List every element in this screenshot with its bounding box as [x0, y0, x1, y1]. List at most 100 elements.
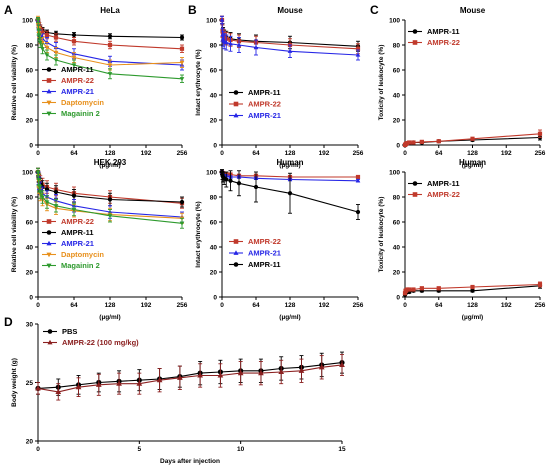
legend-marker: [233, 250, 239, 255]
y-tick-label: 40: [26, 244, 34, 251]
series-ampr-21: [219, 15, 361, 61]
x-tick-label: 256: [353, 302, 364, 309]
legend: AMPR-11 AMPR-22: [408, 179, 460, 199]
data-point: [436, 139, 441, 144]
legend-marker: [46, 111, 52, 117]
chart-title: HeLa: [100, 6, 120, 15]
data-point: [219, 17, 225, 22]
data-point: [411, 287, 416, 292]
legend-marker: [46, 230, 52, 235]
data-point: [405, 287, 410, 292]
legend-label: AMPR-21: [248, 249, 281, 258]
y-tick-label: 80: [393, 194, 401, 201]
data-point: [470, 288, 475, 293]
data-point: [53, 204, 59, 209]
data-point: [40, 195, 45, 200]
legend-label: Daptomycin: [61, 98, 104, 107]
data-point: [355, 178, 361, 183]
legend-label: AMPR-21: [61, 87, 94, 96]
legend-marker: [412, 40, 418, 45]
data-point: [35, 18, 41, 23]
chart-b1: Mouse 0 64 128 192 256 0 20 40 60 80 100 (µg/ml) Inta…: [195, 6, 364, 169]
data-point: [298, 367, 305, 373]
y-tick-label: 20: [26, 117, 34, 124]
y-tick-label: 80: [393, 42, 401, 49]
data-point: [355, 209, 361, 215]
data-point: [253, 184, 259, 190]
y-tick-label: 80: [210, 194, 218, 201]
x-tick-label: 64: [435, 150, 443, 157]
x-tick-label: 64: [70, 302, 78, 309]
data-point: [228, 178, 233, 183]
series-ampr-11: [219, 169, 361, 220]
x-axis-label: (µg/ml): [99, 314, 120, 321]
data-point: [411, 140, 416, 145]
y-tick-label: 80: [26, 194, 34, 201]
data-point: [37, 190, 43, 195]
x-tick-label: 192: [501, 302, 512, 309]
chart-title: HEK 293: [94, 158, 127, 167]
panel-label-d: D: [4, 315, 13, 329]
data-point: [407, 287, 412, 292]
data-point: [339, 361, 345, 368]
x-tick-label: 64: [435, 302, 443, 309]
data-point: [179, 60, 185, 66]
data-point: [35, 170, 41, 175]
data-point: [136, 380, 143, 386]
y-tick-label: 80: [26, 42, 34, 49]
y-tick-label: 20: [393, 117, 401, 124]
data-point: [236, 42, 242, 47]
y-tick-label: 0: [396, 142, 400, 149]
x-axis-label: (µg/ml): [99, 162, 120, 169]
x-tick-label: 192: [141, 150, 152, 157]
legend-marker: [46, 252, 52, 258]
data-point: [236, 181, 242, 186]
legend-marker: [233, 239, 239, 244]
data-point: [44, 53, 50, 58]
data-point: [53, 35, 59, 40]
x-tick-label: 256: [353, 150, 364, 157]
chart-title: Human: [276, 158, 303, 167]
y-tick-label: 40: [210, 92, 218, 99]
data-point: [44, 45, 50, 51]
data-point: [228, 41, 233, 46]
x-tick-label: 128: [285, 302, 296, 309]
data-point: [355, 46, 361, 51]
data-point: [107, 197, 113, 202]
x-axis-label: Days after injection: [160, 458, 220, 465]
data-point: [36, 33, 42, 38]
data-point: [197, 372, 203, 378]
legend-label: AMPR-22: [427, 190, 460, 199]
data-point: [436, 286, 441, 291]
data-point: [71, 39, 77, 44]
chart-c1: Mouse 0 64 128 192 256 0 20 40 60 80 100 (µg/ml) Toxi…: [378, 6, 546, 169]
x-tick-label: 0: [220, 302, 224, 309]
data-point: [35, 385, 41, 391]
x-tick-label: 5: [138, 446, 142, 453]
y-tick-label: 20: [26, 269, 34, 276]
data-point: [253, 44, 259, 50]
legend-label: Magainin 2: [61, 261, 100, 270]
series-line: [37, 362, 343, 389]
data-point: [44, 32, 50, 38]
y-tick-label: 100: [22, 169, 33, 176]
x-tick-label: 128: [105, 150, 116, 157]
data-point: [217, 372, 224, 378]
data-point: [258, 370, 264, 376]
y-tick-label: 0: [213, 294, 217, 301]
panel-label-b: B: [188, 3, 197, 17]
y-axis-label: Relative cell viability (%): [11, 45, 18, 121]
legend-label: AMPR-11: [61, 228, 94, 237]
x-tick-label: 256: [177, 150, 188, 157]
legend-label: Magainin 2: [61, 109, 100, 118]
legend-marker: [233, 90, 239, 95]
data-point: [37, 40, 43, 46]
series-pbs: [35, 351, 345, 396]
series-ampr-22-100-mg-kg-: [35, 353, 345, 401]
y-tick-label: 100: [389, 17, 400, 24]
series-ampr-22: [402, 281, 543, 296]
data-point: [107, 42, 113, 48]
chart-a1: HeLa 0 64 128 192 256 0 20 40 60 80 100 (µg/ml) Relat…: [11, 6, 188, 169]
legend-marker: [46, 219, 52, 224]
chart-d: 0 5 10 15 20 25 30 Days after injection Body wei…: [11, 321, 346, 465]
